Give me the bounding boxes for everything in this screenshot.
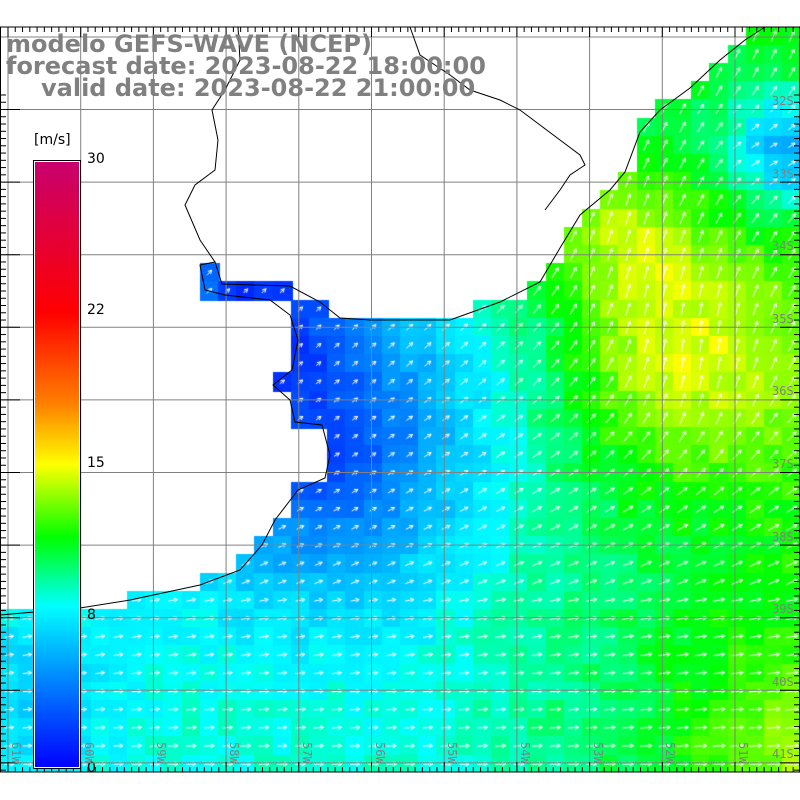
lat-label: 40S [772,674,794,689]
title-model: modelo GEFS-WAVE (NCEP) [6,30,372,58]
lat-label: 38S [772,529,794,544]
lon-label: 56W [372,742,387,764]
lat-label: 33S [772,166,794,181]
lon-label: 58W [227,742,242,764]
lon-label: 55W [445,742,460,764]
lat-label: 32S [772,94,794,108]
coastline [0,26,766,616]
lon-label: 59W [154,742,169,764]
lat-label: 35S [772,311,794,326]
colorbar-units: [m/s] [34,132,71,148]
colorbar-tick-0: 0 [87,760,96,776]
colorbar-tick-8: 8 [87,607,96,623]
lat-label: 36S [772,384,794,399]
lon-label: 61W [9,742,23,764]
title-valid-date: valid date: 2023-08-22 21:00:00 [41,74,476,102]
colorbar [33,160,81,769]
colorbar-tick-22: 22 [87,302,105,318]
uruguay-river-border [184,26,241,263]
lat-label: 41S [772,747,794,762]
lon-label: 60W [81,742,96,764]
lon-label: 54W [517,742,532,764]
colorbar-tick-15: 15 [87,455,105,471]
lon-label: 57W [299,742,314,764]
lat-label: 39S [772,602,794,617]
border-line [409,26,586,211]
title-forecast-date: forecast date: 2023-08-22 18:00:00 [6,52,486,80]
lon-label: 52W [663,742,678,764]
lon-label: 53W [590,742,605,764]
lat-label: 37S [772,457,794,471]
lat-label: 34S [772,239,794,254]
lon-label: 51W [736,742,750,764]
colorbar-tick-30: 30 [87,151,105,167]
